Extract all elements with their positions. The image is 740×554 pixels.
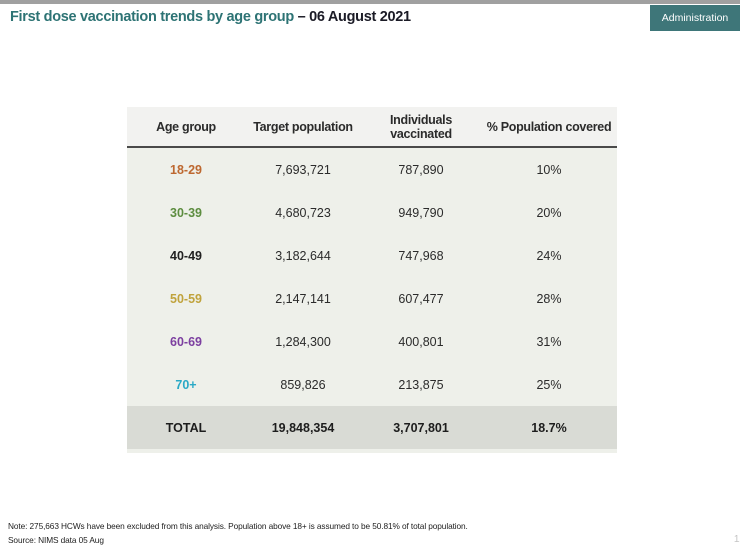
total-pct-covered-cell: 18.7% bbox=[531, 420, 567, 435]
table-row: 40-49 3,182,644 747,968 24% bbox=[127, 234, 617, 277]
column-header-pct-covered: % Population covered bbox=[486, 119, 612, 134]
pct-covered-cell: 31% bbox=[536, 334, 562, 349]
table-bottom-strip bbox=[127, 449, 617, 453]
total-individuals-vaccinated-cell: 3,707,801 bbox=[393, 420, 449, 435]
individuals-vaccinated-cell: 400,801 bbox=[398, 334, 444, 349]
target-population-cell: 2,147,141 bbox=[275, 291, 331, 306]
table-row: 50-59 2,147,141 607,477 28% bbox=[127, 277, 617, 320]
column-header-age-group: Age group bbox=[156, 119, 216, 134]
column-header-target-population: Target population bbox=[253, 119, 353, 134]
target-population-cell: 1,284,300 bbox=[275, 334, 331, 349]
top-edge-strip bbox=[0, 0, 740, 4]
table-body: 18-29 7,693,721 787,890 10% 30-39 4,680,723 94… bbox=[127, 148, 617, 406]
individuals-vaccinated-cell: 787,890 bbox=[398, 162, 444, 177]
table-header-row: Age group Target population Individuals … bbox=[127, 107, 617, 148]
age-group-cell: 70+ bbox=[175, 377, 197, 392]
page-title: First dose vaccination trends by age gro… bbox=[10, 9, 411, 25]
target-population-cell: 4,680,723 bbox=[275, 205, 331, 220]
individuals-vaccinated-cell: 213,875 bbox=[398, 377, 444, 392]
target-population-cell: 859,826 bbox=[280, 377, 326, 392]
individuals-vaccinated-cell: 607,477 bbox=[398, 291, 444, 306]
administration-tab[interactable]: Administration bbox=[650, 5, 740, 31]
age-group-cell: 30-39 bbox=[170, 205, 202, 220]
pct-covered-cell: 28% bbox=[536, 291, 562, 306]
table-total-row: TOTAL 19,848,354 3,707,801 18.7% bbox=[127, 406, 617, 449]
total-target-population-cell: 19,848,354 bbox=[271, 420, 335, 435]
table-row: 60-69 1,284,300 400,801 31% bbox=[127, 320, 617, 363]
individuals-vaccinated-cell: 747,968 bbox=[398, 248, 444, 263]
source-text: Source: NIMS data 05 Aug bbox=[8, 534, 104, 545]
age-group-cell: 40-49 bbox=[170, 248, 202, 263]
page-title-date: – 06 August 2021 bbox=[293, 9, 411, 25]
age-group-cell: 50-59 bbox=[170, 291, 202, 306]
total-label-cell: TOTAL bbox=[165, 420, 207, 435]
page-number: 12 bbox=[733, 534, 740, 545]
pct-covered-cell: 25% bbox=[536, 377, 562, 392]
table-row: 70+ 859,826 213,875 25% bbox=[127, 363, 617, 406]
pct-covered-cell: 10% bbox=[536, 162, 562, 177]
pct-covered-cell: 24% bbox=[536, 248, 562, 263]
table-row: 30-39 4,680,723 949,790 20% bbox=[127, 191, 617, 234]
pct-covered-cell: 20% bbox=[536, 205, 562, 220]
footnotes: Note: 275,663 HCWs have been excluded fr… bbox=[8, 520, 468, 547]
target-population-cell: 7,693,721 bbox=[275, 162, 331, 177]
column-header-individuals-vaccinated: Individuals vaccinated bbox=[390, 112, 452, 141]
page-title-main: First dose vaccination trends by age gro… bbox=[10, 9, 294, 25]
age-group-cell: 60-69 bbox=[170, 334, 202, 349]
age-group-cell: 18-29 bbox=[170, 162, 202, 177]
target-population-cell: 3,182,644 bbox=[275, 248, 331, 263]
vaccination-table: Age group Target population Individuals … bbox=[127, 107, 617, 453]
table-row: 18-29 7,693,721 787,890 10% bbox=[127, 148, 617, 191]
note-text: Note: 275,663 HCWs have been excluded fr… bbox=[8, 521, 468, 531]
individuals-vaccinated-cell: 949,790 bbox=[398, 205, 444, 220]
